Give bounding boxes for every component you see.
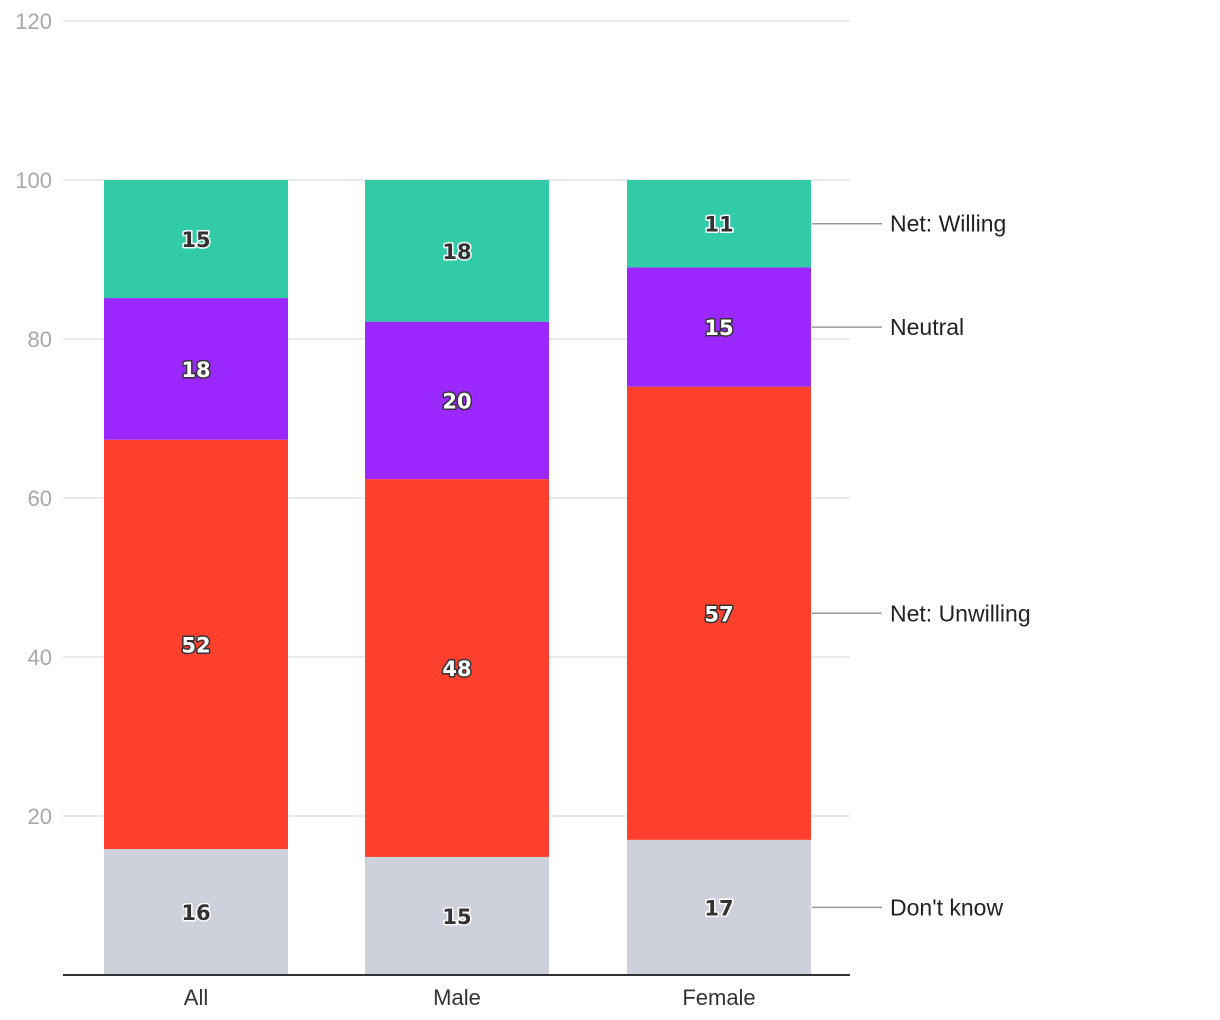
- y-tick-label: 120: [15, 9, 52, 34]
- value-labels: 16 52 18 15 15 48 20 18 17 57 15 11: [180, 211, 735, 930]
- legend-label-don-t-know: Don't know: [890, 894, 1003, 920]
- value-label: 18: [181, 358, 210, 382]
- bar-male-net-willing: [365, 180, 549, 322]
- value-label: 15: [704, 316, 733, 340]
- legend: Don't know Net: Unwilling Neutral Net: Will…: [812, 211, 1031, 920]
- bars: [104, 180, 811, 975]
- x-axis-labels: All Male Female: [184, 985, 756, 1010]
- bar-male-net-unwilling: [365, 479, 549, 857]
- bar-all-net-willing: [104, 180, 288, 299]
- legend-label-net-unwilling: Net: Unwilling: [890, 600, 1031, 626]
- y-tick-label: 60: [28, 486, 52, 511]
- bar-female-neutral: [627, 267, 811, 387]
- value-label: 52: [181, 633, 210, 657]
- y-tick-label: 20: [28, 804, 52, 829]
- value-label: 15: [442, 905, 471, 929]
- bar-all-neutral: [104, 298, 288, 440]
- category-label-male: Male: [433, 985, 481, 1010]
- value-label: 16: [181, 901, 210, 925]
- bar-male-neutral: [365, 321, 549, 480]
- legend-label-neutral: Neutral: [890, 314, 964, 340]
- value-label: 48: [442, 657, 471, 681]
- bar-female-net-willing: [627, 180, 811, 268]
- bar-all-net-unwilling: [104, 439, 288, 850]
- y-axis-ticks: 20 40 60 80 100 120: [15, 9, 52, 829]
- y-tick-label: 80: [28, 327, 52, 352]
- category-label-all: All: [184, 985, 208, 1010]
- value-label: 20: [442, 389, 471, 413]
- value-label: 57: [704, 602, 733, 626]
- bar-male-don-t-know: [365, 856, 549, 975]
- value-label: 11: [704, 213, 733, 237]
- bar-female-net-unwilling: [627, 386, 811, 840]
- y-tick-label: 40: [28, 645, 52, 670]
- value-label: 15: [181, 228, 210, 252]
- bar-female-don-t-know: [627, 839, 811, 975]
- bar-all-don-t-know: [104, 849, 288, 975]
- y-tick-label: 100: [15, 168, 52, 193]
- value-label: 17: [704, 896, 733, 920]
- category-label-female: Female: [682, 985, 755, 1010]
- legend-label-net-willing: Net: Willing: [890, 211, 1006, 237]
- value-label: 18: [442, 240, 471, 264]
